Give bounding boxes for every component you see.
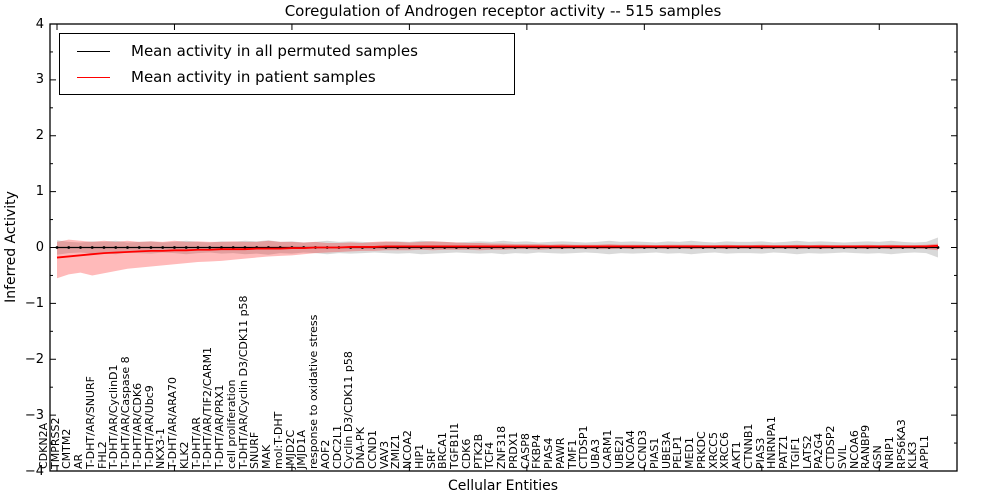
legend-item-patient: Mean activity in patient samples (60, 68, 514, 86)
x-tick-label: cell proliferation (224, 379, 238, 469)
y-tick-label: 4 (35, 16, 44, 32)
x-tick-label: PIAS1 (647, 437, 661, 469)
y-tick-label: −4 (24, 463, 44, 479)
y-tick-label: 3 (35, 72, 44, 88)
x-tick-label: NRIP1 (882, 436, 896, 469)
x-tick-label: CTNNB1 (741, 423, 755, 469)
x-tick-label: CDK6 (459, 438, 473, 469)
y-tick-label: 0 (35, 240, 44, 255)
x-tick-label: TGIF1 (788, 437, 802, 469)
x-tick-label: PAWR (553, 437, 567, 469)
x-tick-label: mol:T-DHT (271, 411, 285, 469)
x-tick-label: KLK2 (177, 441, 191, 469)
x-tick-label: PRKDC (694, 431, 708, 469)
y-tick-label: −1 (24, 295, 44, 311)
legend-label-permuted: Mean activity in all permuted samples (131, 42, 418, 60)
x-tick-label: PRDX1 (506, 431, 520, 469)
y-tick-label: 2 (35, 128, 44, 144)
y-tick-label: −3 (24, 407, 44, 423)
x-tick-label: AOF2 (318, 439, 332, 469)
legend-line-red-icon (77, 76, 110, 78)
x-tick-label: APPL1 (918, 435, 931, 469)
legend-label-patient: Mean activity in patient samples (131, 68, 376, 86)
y-tick-label: 1 (35, 184, 44, 200)
legend: Mean activity in all permuted samples Me… (59, 33, 515, 95)
chart-title: Coregulation of Androgen receptor activi… (284, 2, 722, 20)
x-tick-label: CCND1 (365, 429, 379, 469)
x-tick-label: CARM1 (600, 429, 614, 469)
legend-line-black-icon (77, 50, 110, 52)
x-tick-label: HIP1 (412, 443, 426, 469)
x-tick-label: SVIL (835, 445, 849, 469)
x-axis-label: Cellular Entities (447, 478, 559, 494)
legend-item-permuted: Mean activity in all permuted samples (60, 42, 514, 60)
y-tick-label: −2 (24, 351, 44, 367)
